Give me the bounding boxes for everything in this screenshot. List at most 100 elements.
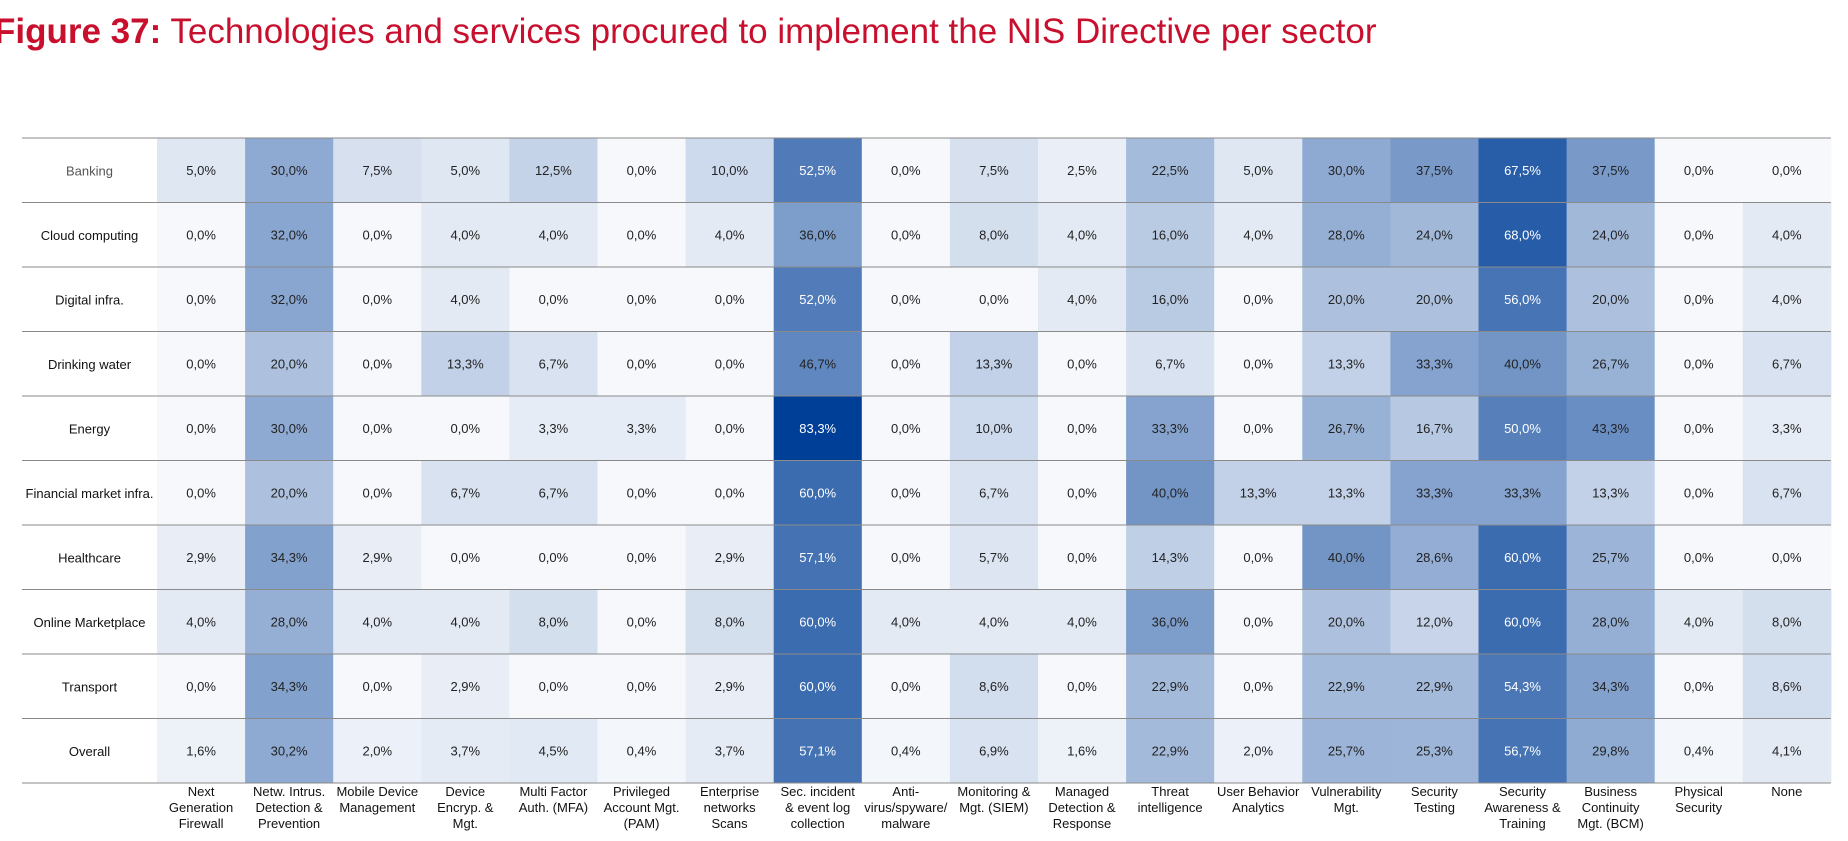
cell-value-label: 36,0% [1152,614,1189,629]
heatmap-cell [949,138,1039,203]
heatmap-cell [1214,267,1303,332]
cell-value-label: 2,9% [362,550,392,565]
heatmap-cell [1742,138,1832,203]
heatmap-cell [245,331,334,396]
heatmap-cell [157,331,246,396]
cell-value-label: 6,7% [1772,485,1802,500]
heatmap-cell [1390,138,1479,203]
cell-value-label: 0,0% [186,292,216,307]
heatmap-cell [509,525,598,590]
heatmap-cell [949,396,1039,461]
heatmap-cell [509,460,598,525]
heatmap-cell [1126,654,1215,719]
cell-value-label: 1,6% [186,743,216,758]
cell-value-label: 10,0% [975,421,1012,436]
heatmap-cell [861,138,951,203]
heatmap-cell [1038,396,1127,461]
heatmap-cell [1566,589,1656,654]
heatmap-cell [1302,138,1391,203]
heatmap-cell [1126,202,1215,267]
cell-value-label: 0,0% [1243,292,1273,307]
cell-value-label: 0,0% [715,421,745,436]
heatmap-cell [949,460,1039,525]
heatmap-cell [1038,202,1127,267]
cell-value-label: 60,0% [1504,550,1541,565]
column-label-line: Testing [1414,800,1455,815]
column-label: Physical Security [1674,784,1723,815]
cell-value-label: 0,0% [891,679,921,694]
column-label-line: Encryp. & [437,800,494,815]
cell-value-label: 28,0% [1592,614,1629,629]
heatmap-cell [1302,718,1391,783]
heatmap-cell [1654,267,1744,332]
cell-value-label: 22,5% [1152,163,1189,178]
column-label-line: Device [445,784,485,799]
heatmap-cell [1214,589,1303,654]
cell-value-label: 4,0% [1243,227,1273,242]
heatmap-cell [333,138,422,203]
heatmap-cell [1742,202,1832,267]
cell-value-label: 25,3% [1416,743,1453,758]
heatmap-cell [509,654,598,719]
heatmap-cell [685,331,775,396]
heatmap-cell [1214,654,1303,719]
heatmap-cell [1126,718,1215,783]
heatmap-cell [157,138,246,203]
cell-value-label: 29,8% [1592,743,1629,758]
heatmap-cell [1566,267,1656,332]
column-label-line: Awareness & [1484,800,1561,815]
cell-value-label: 0,0% [891,292,921,307]
heatmap-cell [773,718,863,783]
cell-value-label: 0,0% [1067,421,1097,436]
heatmap-cell [597,718,687,783]
cell-value-label: 40,0% [1328,550,1365,565]
heatmap-cell [1478,202,1568,267]
heatmap-cell [597,331,687,396]
cell-value-label: 0,0% [362,227,392,242]
heatmap-cell [1390,202,1479,267]
heatmap-cell [1742,525,1832,590]
column-label: Business Continuity Mgt. (BCM) [1577,784,1643,831]
column-label-line: networks [704,800,757,815]
heatmap-cell [861,525,951,590]
cell-value-label: 2,9% [450,679,480,694]
heatmap-cell [1214,138,1303,203]
column-label-line: Analytics [1232,800,1285,815]
row-label: Cloud computing [41,228,139,243]
cell-value-label: 56,7% [1504,743,1541,758]
cell-value-label: 0,0% [362,679,392,694]
heatmap-cell [685,202,775,267]
heatmap-cell [1654,525,1744,590]
heatmap-cell [1038,718,1127,783]
cell-value-label: 60,0% [799,485,836,500]
column-label-line: Training [1499,816,1545,831]
cell-value-label: 0,0% [186,227,216,242]
heatmap-cell [421,396,510,461]
cell-value-label: 10,0% [711,163,748,178]
cell-value-label: 0,0% [1243,679,1273,694]
heatmap-cell [509,589,598,654]
cell-value-label: 7,5% [362,163,392,178]
cell-value-label: 22,9% [1152,679,1189,694]
cell-value-label: 4,0% [1772,292,1802,307]
cell-value-label: 4,0% [186,614,216,629]
heatmap-cell [509,138,598,203]
heatmap-cell [245,589,334,654]
heatmap-cell [1478,654,1568,719]
heatmap-cells [157,138,1832,783]
heatmap-cell [1302,525,1391,590]
cell-value-label: 4,0% [450,614,480,629]
heatmap-cell [773,654,863,719]
heatmap-cell [685,138,775,203]
heatmap-cell [1654,718,1744,783]
cell-value-label: 28,0% [1328,227,1365,242]
cell-value-label: 13,3% [1592,485,1629,500]
cell-value-label: 0,0% [186,421,216,436]
cell-value-label: 0,0% [539,292,569,307]
cell-value-label: 37,5% [1592,163,1629,178]
heatmap-cell [597,460,687,525]
heatmap-cell [333,525,422,590]
heatmap-cell [157,267,246,332]
column-label: None [1771,784,1802,799]
